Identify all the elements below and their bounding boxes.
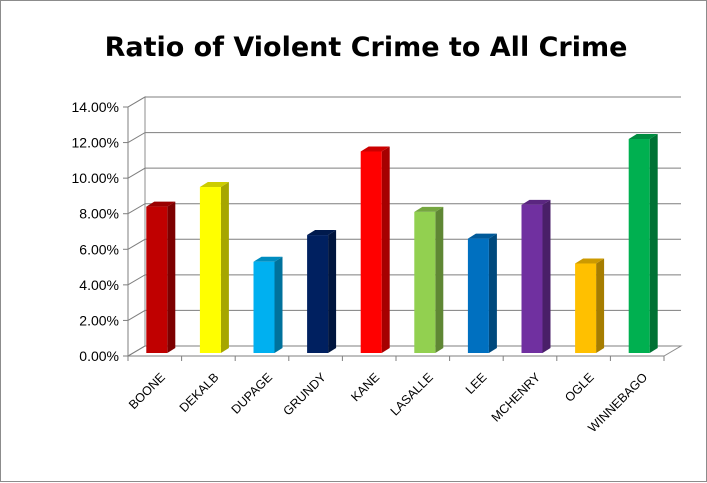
y-tick-label: 10.00% <box>72 170 119 186</box>
bar-top <box>199 182 229 188</box>
y-tick-label: 0.00% <box>79 348 119 364</box>
bar-side <box>649 134 658 353</box>
x-tick-label: LASALLE <box>388 370 436 418</box>
bar-side <box>596 258 605 353</box>
gridline <box>127 96 681 108</box>
y-tick-label: 14.00% <box>72 99 119 115</box>
x-tick-label: DEKALB <box>177 370 222 415</box>
chart-title: Ratio of Violent Crime to All Crime <box>105 32 628 63</box>
bar-top <box>307 230 337 236</box>
bar-front <box>414 211 436 353</box>
bar-front <box>146 206 168 353</box>
bar-front <box>360 151 382 353</box>
bar-side <box>274 256 283 353</box>
bar-top <box>360 146 390 152</box>
bar-front <box>307 235 329 353</box>
bar-mchenry <box>521 199 551 353</box>
bar-front <box>253 261 275 353</box>
gridline <box>127 345 681 357</box>
axes <box>123 106 665 361</box>
x-tick-label: GRUNDY <box>281 370 330 419</box>
bar-side <box>381 146 390 353</box>
bar-front <box>575 263 597 353</box>
x-tick-label: LEE <box>463 370 490 397</box>
bar-dupage <box>253 256 283 353</box>
bar-lee <box>467 233 497 353</box>
bar-side <box>328 230 337 353</box>
x-tick-label: KANE <box>348 370 382 404</box>
bar-front <box>521 204 543 353</box>
bar-front <box>199 187 221 353</box>
x-tick-label: DUPAGE <box>229 370 276 417</box>
bar-winnebago <box>628 134 658 353</box>
bar-top <box>521 199 551 205</box>
bar-side <box>435 206 444 353</box>
x-tick-label: MCHENRY <box>489 370 544 425</box>
y-tick-label: 6.00% <box>79 241 119 257</box>
side-wall <box>127 96 146 357</box>
gridline <box>127 274 681 286</box>
bars <box>146 134 658 353</box>
y-tick-label: 12.00% <box>72 135 119 151</box>
bar-top <box>146 201 176 207</box>
gridline <box>127 238 681 250</box>
bar-boone <box>146 201 176 353</box>
gridline <box>127 309 681 321</box>
bar-grundy <box>307 230 337 353</box>
bar-top <box>467 233 497 239</box>
gridline <box>127 132 681 144</box>
bar-ogle <box>575 258 605 353</box>
bar-front <box>628 139 650 353</box>
bar-side <box>542 199 551 353</box>
x-axis-ticks: BOONE DEKALB DUPAGE GRUNDY KANE LASALLE LEE MCH… <box>126 370 650 435</box>
gridlines <box>127 96 681 357</box>
bar-dekalb <box>199 182 229 353</box>
gridline <box>127 167 681 179</box>
bar-top <box>575 258 605 264</box>
bar-side <box>488 233 497 353</box>
bar-side <box>220 182 229 353</box>
bar-top <box>414 206 444 212</box>
bar-side <box>167 201 176 353</box>
bar-top <box>253 256 283 262</box>
y-axis-ticks: 0.00% 2.00% 4.00% 6.00% 8.00% 10.00% 12.00% 14.… <box>72 99 119 364</box>
x-tick-label: OGLE <box>562 370 596 404</box>
bar-kane <box>360 146 390 353</box>
gridline <box>127 203 681 215</box>
bar-top <box>628 134 658 140</box>
bar-front <box>467 238 489 353</box>
x-tick-label: BOONE <box>126 370 168 412</box>
y-tick-label: 2.00% <box>79 312 119 328</box>
y-tick-label: 8.00% <box>79 206 119 222</box>
bar-lasalle <box>414 206 444 353</box>
y-tick-label: 4.00% <box>79 277 119 293</box>
